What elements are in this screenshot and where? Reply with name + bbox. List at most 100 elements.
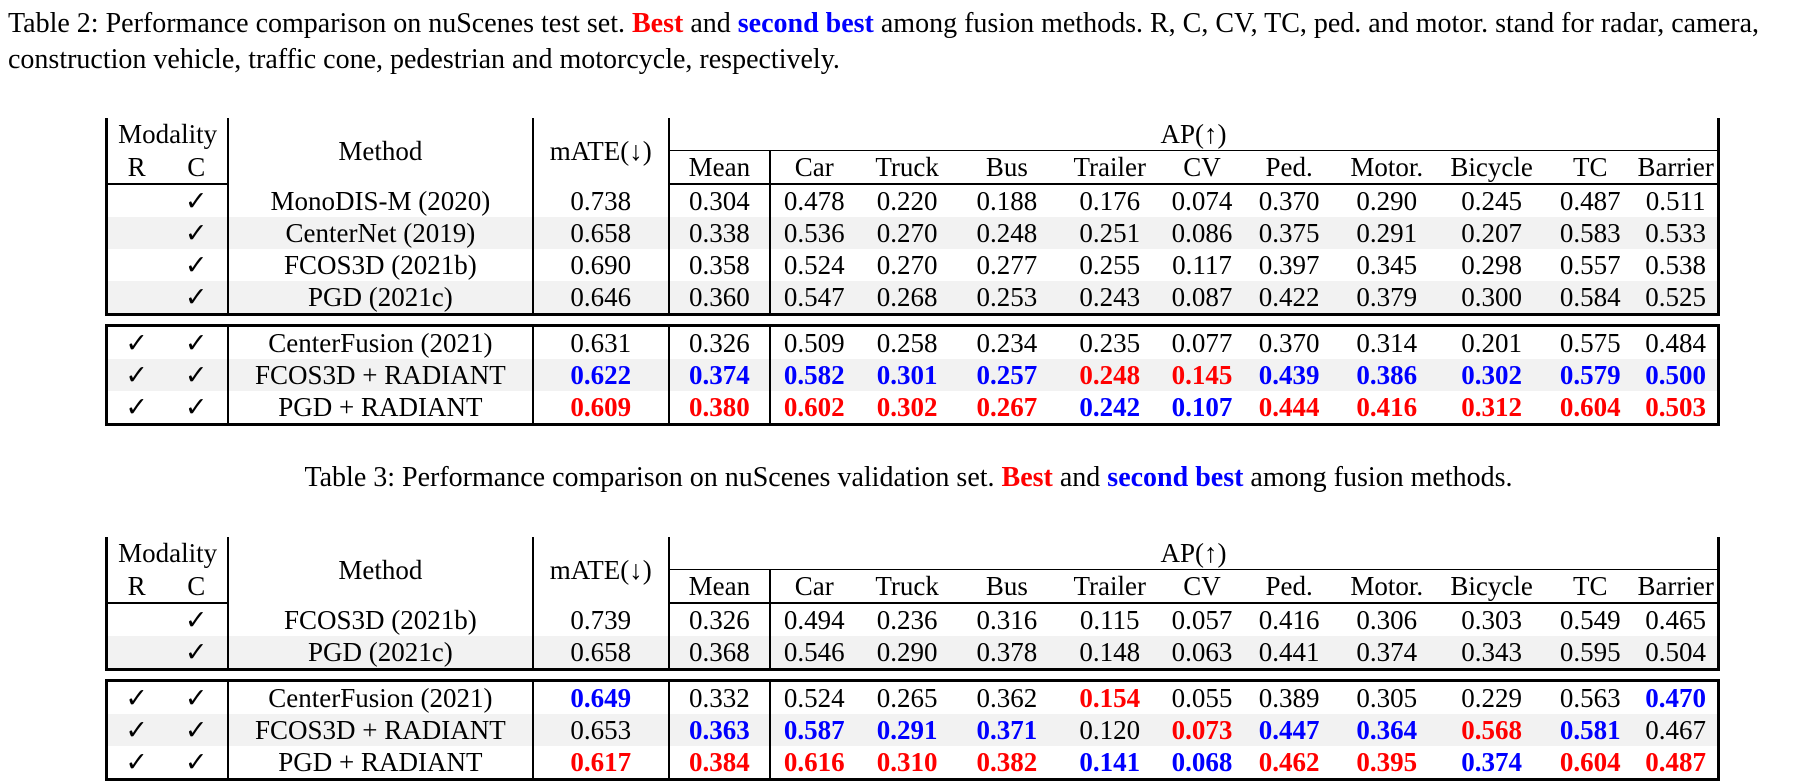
ap-value: 0.568 bbox=[1437, 714, 1547, 746]
ap-value: 0.235 bbox=[1057, 324, 1163, 359]
ap-value: 0.302 bbox=[1437, 359, 1547, 391]
camera-check: ✓ bbox=[165, 603, 230, 636]
ap-value: 0.478 bbox=[783, 186, 845, 216]
ap-value: 0.470 bbox=[1634, 679, 1721, 714]
ap-value: 0.057 bbox=[1171, 605, 1233, 635]
radar-check bbox=[105, 249, 166, 281]
ap-value: 0.509 bbox=[769, 324, 858, 359]
ap-value: 0.584 bbox=[1546, 281, 1635, 316]
ap-value: 0.314 bbox=[1336, 324, 1438, 359]
ap-value: 0.201 bbox=[1437, 324, 1547, 359]
method-name: CenterNet (2019) bbox=[228, 217, 534, 249]
table-row: ✓ ✓ PGD + RADIANT 0.609 0.380 0.602 0.302 0.267… bbox=[105, 391, 1721, 426]
r-header: R bbox=[105, 150, 166, 185]
caption-text: Table 2: Performance comparison on nuSce… bbox=[8, 8, 625, 39]
ap-value: 0.326 bbox=[668, 603, 771, 636]
mate-value: 0.690 bbox=[532, 249, 670, 281]
method-header: Method bbox=[228, 537, 534, 603]
ap-value: 0.207 bbox=[1437, 217, 1547, 249]
ap-column-header: Ped. bbox=[1241, 150, 1337, 185]
table2-caption: Table 2: Performance comparison on nuSce… bbox=[8, 6, 1808, 78]
ap-value: 0.343 bbox=[1437, 636, 1547, 671]
ap-value: 0.616 bbox=[769, 746, 858, 781]
ap-value: 0.380 bbox=[668, 391, 771, 426]
modality-header: Modality bbox=[105, 537, 230, 570]
radar-check: ✓ bbox=[105, 714, 166, 746]
radar-check bbox=[105, 184, 166, 217]
ap-column-header: Trailer bbox=[1057, 569, 1163, 604]
ap-value: 0.291 bbox=[1336, 217, 1438, 249]
ap-value: 0.120 bbox=[1057, 714, 1163, 746]
ap-column-header: Bus bbox=[956, 569, 1058, 604]
ap-column-header: Barrier bbox=[1634, 569, 1721, 604]
group-spacer bbox=[106, 669, 1719, 681]
ap-value: 0.248 bbox=[956, 217, 1058, 249]
ap-value: 0.389 bbox=[1241, 679, 1337, 714]
mate-value: 0.658 bbox=[532, 636, 670, 671]
table-row: ✓ ✓ PGD + RADIANT 0.617 0.384 0.616 0.310 0.382… bbox=[105, 746, 1721, 781]
ap-value: 0.416 bbox=[1258, 605, 1320, 635]
radar-check: ✓ bbox=[105, 324, 166, 359]
ap-value: 0.345 bbox=[1356, 250, 1418, 280]
ap-value: 0.484 bbox=[1634, 324, 1721, 359]
ap-value: 0.547 bbox=[769, 281, 858, 316]
ap-value: 0.298 bbox=[1461, 250, 1523, 280]
ap-value: 0.145 bbox=[1162, 359, 1242, 391]
ap-value: 0.332 bbox=[668, 679, 771, 714]
method-name: MonoDIS-M (2020) bbox=[228, 184, 534, 217]
ap-column-header: Car bbox=[769, 569, 858, 604]
ap-value: 0.245 bbox=[1461, 186, 1523, 216]
mate-value: 0.617 bbox=[532, 746, 670, 781]
r-header: R bbox=[105, 569, 166, 604]
ap-value: 0.063 bbox=[1162, 636, 1242, 671]
ap-value: 0.257 bbox=[956, 359, 1058, 391]
ap-column-header: TC bbox=[1546, 150, 1635, 185]
camera-check: ✓ bbox=[165, 746, 230, 781]
ap-value: 0.086 bbox=[1162, 217, 1242, 249]
table-row: ✓ FCOS3D (2021b) 0.690 0.358 0.524 0.270 0.277… bbox=[105, 249, 1721, 281]
ap-column-header: Ped. bbox=[1241, 569, 1337, 604]
table-row: ✓ PGD (2021c) 0.658 0.368 0.546 0.290 0.378 0.1… bbox=[105, 636, 1721, 671]
ap-value: 0.312 bbox=[1437, 391, 1547, 426]
ap-value: 0.487 bbox=[1559, 186, 1621, 216]
ap-value: 0.077 bbox=[1162, 324, 1242, 359]
radar-check: ✓ bbox=[105, 746, 166, 781]
mate-value: 0.646 bbox=[532, 281, 670, 316]
ap-value: 0.268 bbox=[857, 281, 957, 316]
ap-value: 0.248 bbox=[1057, 359, 1163, 391]
ap-value: 0.549 bbox=[1559, 605, 1621, 635]
caption-best-label: Best bbox=[631, 8, 684, 39]
ap-header: AP(↑) bbox=[668, 118, 1720, 151]
ap-column-header: Mean bbox=[668, 569, 771, 604]
ap-value: 0.326 bbox=[668, 324, 771, 359]
ap-value: 0.243 bbox=[1057, 281, 1163, 316]
ap-column-header: CV bbox=[1162, 150, 1242, 185]
camera-check: ✓ bbox=[165, 714, 230, 746]
ap-value: 0.360 bbox=[668, 281, 771, 316]
ap-value: 0.370 bbox=[1258, 186, 1320, 216]
table-row: ✓ MonoDIS-M (2020) 0.738 0.304 0.478 0.220 0.1… bbox=[105, 184, 1721, 217]
table-row: ✓ ✓ FCOS3D + RADIANT 0.622 0.374 0.582 0.301 0.… bbox=[105, 359, 1721, 391]
ap-value: 0.068 bbox=[1162, 746, 1242, 781]
ap-value: 0.371 bbox=[956, 714, 1058, 746]
ap-value: 0.234 bbox=[956, 324, 1058, 359]
ap-value: 0.358 bbox=[668, 249, 771, 281]
table3: Modality Method mATE(↓) AP(↑) R C Mean Car Truck… bbox=[105, 537, 1721, 781]
ap-value: 0.310 bbox=[857, 746, 957, 781]
ap-value: 0.581 bbox=[1546, 714, 1635, 746]
ap-value: 0.602 bbox=[769, 391, 858, 426]
ap-value: 0.378 bbox=[956, 636, 1058, 671]
ap-value: 0.386 bbox=[1336, 359, 1438, 391]
ap-value: 0.074 bbox=[1171, 186, 1233, 216]
c-header: C bbox=[165, 569, 230, 604]
ap-value: 0.303 bbox=[1461, 605, 1523, 635]
ap-value: 0.267 bbox=[956, 391, 1058, 426]
camera-check: ✓ bbox=[165, 679, 230, 714]
ap-column-header: Truck bbox=[857, 569, 957, 604]
camera-check: ✓ bbox=[165, 184, 230, 217]
ap-value: 0.538 bbox=[1634, 249, 1721, 281]
ap-value: 0.305 bbox=[1336, 679, 1438, 714]
ap-value: 0.236 bbox=[876, 605, 938, 635]
radar-check: ✓ bbox=[105, 359, 166, 391]
ap-column-header: TC bbox=[1546, 569, 1635, 604]
